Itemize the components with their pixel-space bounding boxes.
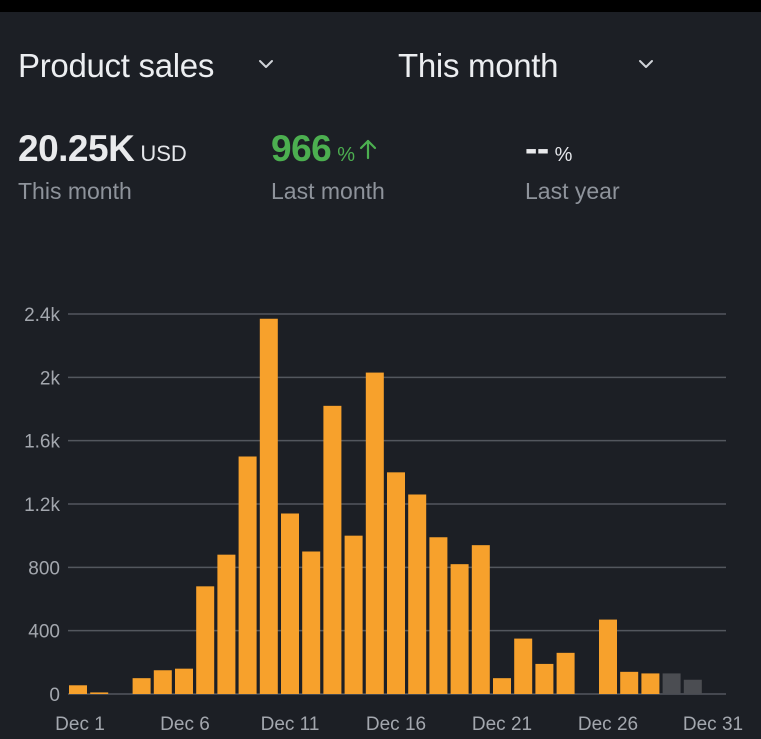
x-tick-label: Dec 1 <box>55 714 105 735</box>
period-selector[interactable]: This month <box>398 44 660 88</box>
chevron-down-icon <box>259 60 273 68</box>
bar[interactable]: Dec 16: 1400 <box>387 472 405 694</box>
bar[interactable]: Dec 29: 130 <box>662 673 681 694</box>
x-tick-label: Dec 31 <box>683 714 743 735</box>
bar[interactable]: Dec 15: 2030 <box>365 372 384 694</box>
chevron-down-icon <box>639 60 653 68</box>
stat-last-month-unit: % <box>337 144 356 166</box>
x-tick-label: Dec 21 <box>472 714 532 735</box>
y-tick-label: 0 <box>49 685 60 706</box>
stat-this-month: 20.25K USD This month <box>18 128 187 205</box>
y-tick-label: 2.4k <box>24 305 60 326</box>
bar[interactable]: Dec 28: 130 <box>641 673 660 694</box>
stat-last-month-value: 966 <box>271 128 332 169</box>
stat-last-month-caption: Last month <box>271 178 385 204</box>
bar[interactable]: Dec 22: 350 <box>514 638 533 694</box>
sales-bar-chart: Dec 1: 55Dec 2: 10Dec 3: 0Dec 4: 100Dec … <box>24 305 743 735</box>
bar[interactable]: Dec 4: 100 <box>132 678 151 694</box>
x-tick-label: Dec 6 <box>160 714 210 735</box>
stat-this-month-unit: USD <box>140 141 187 166</box>
bar[interactable]: Dec 1: 55 <box>69 685 87 694</box>
bar[interactable]: Dec 6: 160 <box>175 668 193 694</box>
bar[interactable]: Dec 24: 260 <box>556 652 575 694</box>
y-tick-label: 1.2k <box>24 495 60 516</box>
product-selector[interactable]: Product sales <box>18 44 278 88</box>
period-selector-label: This month <box>398 47 559 84</box>
bar[interactable]: Dec 10: 2370 <box>259 318 278 694</box>
stat-last-year-value: -- <box>525 128 549 169</box>
bar[interactable]: Dec 13: 1820 <box>323 405 342 694</box>
bar[interactable]: Dec 18: 990 <box>429 537 448 694</box>
chart-x-axis: Dec 1 Dec 6 Dec 11 Dec 16 Dec 21 Dec 26 Dec 31 <box>55 714 743 735</box>
top-bar <box>0 0 761 12</box>
bar[interactable]: Dec 11: 1140 <box>281 513 299 695</box>
y-tick-label: 2k <box>40 368 61 389</box>
y-tick-label: 400 <box>28 622 60 643</box>
product-selector-label: Product sales <box>18 47 215 84</box>
bar[interactable]: Dec 17: 1260 <box>408 494 427 695</box>
stat-last-year-caption: Last year <box>525 178 620 204</box>
bar[interactable]: Dec 26: 470 <box>599 619 617 694</box>
bar[interactable]: Dec 20: 940 <box>471 545 490 694</box>
stat-last-year: -- % Last year <box>525 128 620 205</box>
bar[interactable]: Dec 9: 1500 <box>238 456 257 695</box>
bar[interactable]: Dec 21: 100 <box>493 678 511 694</box>
bar[interactable]: Dec 19: 820 <box>450 564 469 694</box>
bar[interactable]: Dec 14: 1000 <box>344 535 363 694</box>
y-tick-label: 1.6k <box>24 432 60 453</box>
y-tick-label: 800 <box>28 558 60 579</box>
bar[interactable]: Dec 30: 90 <box>683 679 702 694</box>
stat-last-year-unit: % <box>554 144 573 166</box>
x-tick-label: Dec 26 <box>578 714 638 735</box>
bar[interactable]: Dec 8: 880 <box>217 554 236 694</box>
x-tick-label: Dec 11 <box>261 714 320 735</box>
x-tick-label: Dec 16 <box>366 714 426 735</box>
stat-this-month-value: 20.25K <box>18 128 135 169</box>
bar[interactable]: Dec 23: 190 <box>535 663 554 694</box>
bar[interactable]: Dec 27: 140 <box>620 671 639 694</box>
bar[interactable]: Dec 2: 10 <box>90 692 109 694</box>
chart-bars: Dec 1: 55Dec 2: 10Dec 3: 0Dec 4: 100Dec … <box>69 318 702 695</box>
bar[interactable]: Dec 5: 150 <box>153 670 172 694</box>
stat-this-month-caption: This month <box>18 178 132 204</box>
bar[interactable]: Dec 7: 680 <box>196 586 215 694</box>
stat-last-month: 966 % Last month <box>271 128 385 205</box>
arrow-up-icon <box>359 139 377 160</box>
chart-y-axis: 0 400 800 1.2k 1.6k 2k 2.4k <box>24 305 60 706</box>
bar[interactable]: Dec 12: 900 <box>302 551 321 695</box>
